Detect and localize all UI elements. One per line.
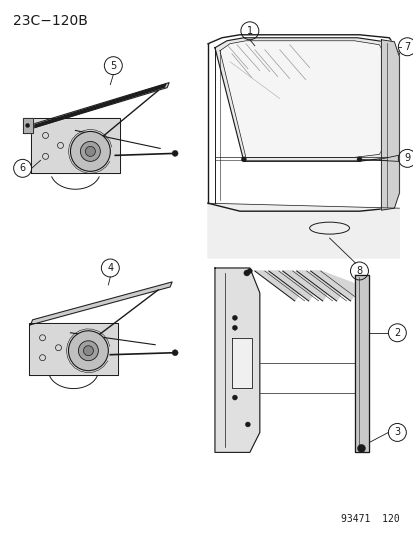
- Text: 6: 6: [19, 163, 26, 173]
- Circle shape: [78, 341, 98, 361]
- Polygon shape: [354, 275, 368, 453]
- Polygon shape: [254, 271, 304, 301]
- Polygon shape: [23, 118, 33, 133]
- Polygon shape: [219, 41, 385, 157]
- Polygon shape: [380, 40, 399, 210]
- Text: 4: 4: [107, 263, 113, 273]
- Circle shape: [358, 447, 363, 450]
- Text: 1: 1: [246, 26, 252, 36]
- Text: 9: 9: [403, 154, 409, 163]
- Polygon shape: [28, 323, 118, 375]
- Circle shape: [356, 157, 361, 162]
- Polygon shape: [310, 271, 360, 301]
- Circle shape: [245, 422, 250, 427]
- Circle shape: [68, 331, 108, 370]
- Circle shape: [232, 325, 237, 330]
- Text: 3: 3: [393, 427, 399, 438]
- Circle shape: [85, 147, 95, 156]
- Polygon shape: [31, 118, 120, 173]
- Polygon shape: [231, 338, 251, 387]
- Circle shape: [172, 350, 178, 356]
- Circle shape: [70, 132, 110, 171]
- Circle shape: [26, 124, 29, 127]
- Polygon shape: [296, 271, 346, 301]
- Text: 2: 2: [393, 328, 399, 338]
- Text: 8: 8: [356, 266, 362, 276]
- Circle shape: [357, 445, 365, 453]
- Polygon shape: [214, 268, 259, 453]
- Circle shape: [172, 150, 178, 156]
- Circle shape: [241, 157, 246, 162]
- Text: 93471  120: 93471 120: [340, 514, 399, 524]
- Circle shape: [247, 269, 252, 273]
- Text: 23C−120B: 23C−120B: [13, 14, 87, 28]
- Text: 7: 7: [403, 42, 409, 52]
- Polygon shape: [31, 282, 172, 325]
- Polygon shape: [28, 83, 169, 130]
- Polygon shape: [207, 203, 399, 258]
- Polygon shape: [282, 271, 332, 301]
- Text: 5: 5: [110, 61, 116, 71]
- Circle shape: [243, 270, 249, 276]
- Polygon shape: [214, 38, 390, 161]
- Circle shape: [80, 141, 100, 161]
- Circle shape: [232, 316, 237, 320]
- Polygon shape: [268, 271, 318, 301]
- Circle shape: [232, 395, 237, 400]
- Circle shape: [83, 346, 93, 356]
